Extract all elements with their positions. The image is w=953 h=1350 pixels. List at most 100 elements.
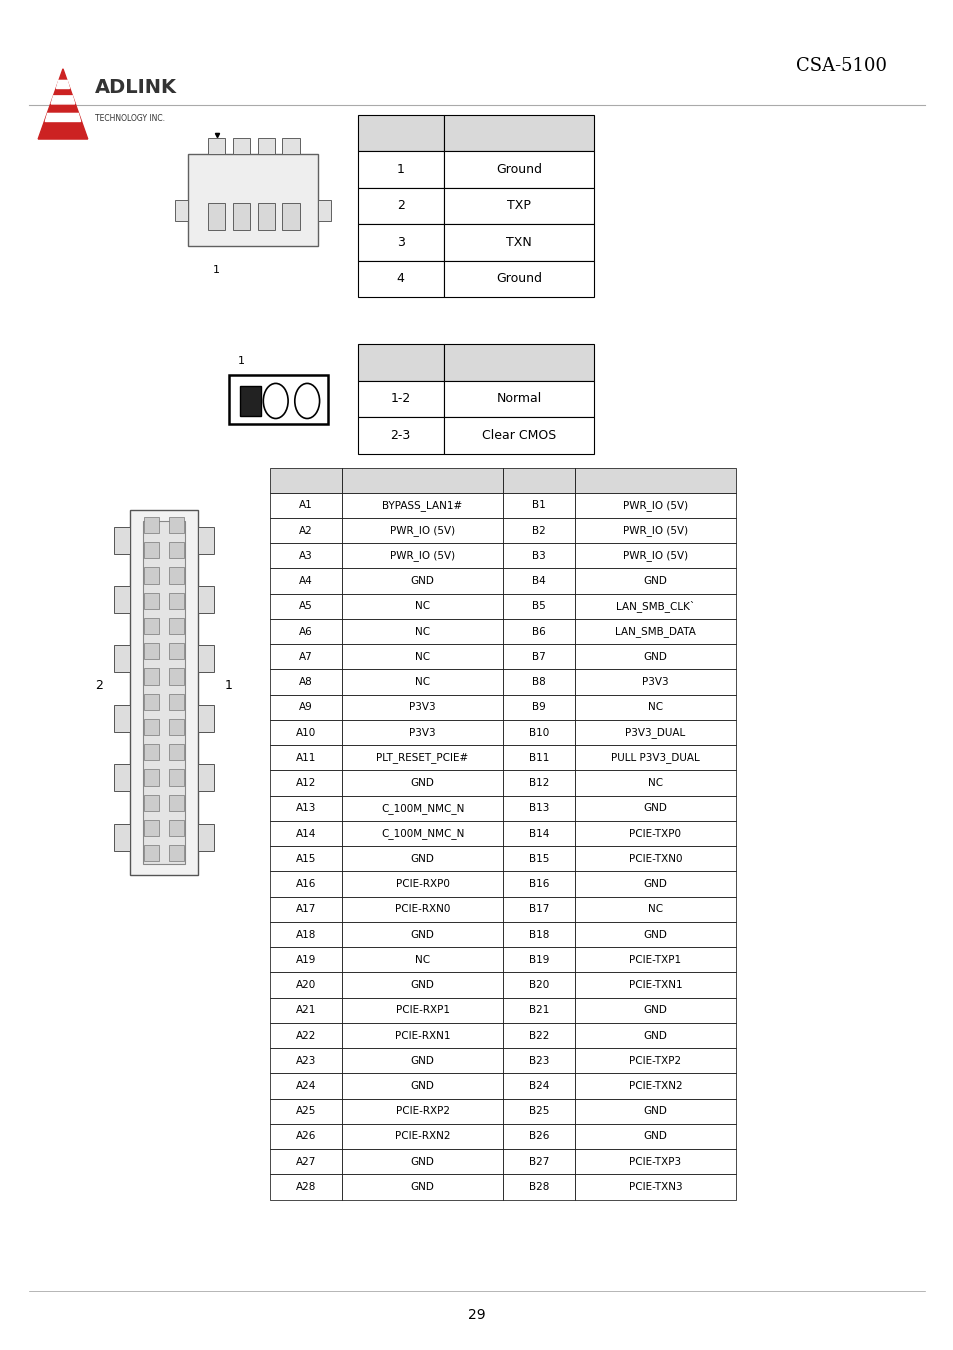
Text: GND: GND <box>642 930 667 940</box>
FancyBboxPatch shape <box>144 668 159 684</box>
FancyBboxPatch shape <box>198 705 213 732</box>
FancyBboxPatch shape <box>502 720 575 745</box>
Text: B24: B24 <box>528 1081 549 1091</box>
FancyBboxPatch shape <box>270 670 342 695</box>
FancyBboxPatch shape <box>188 154 317 246</box>
FancyBboxPatch shape <box>270 1023 342 1048</box>
FancyBboxPatch shape <box>575 745 735 771</box>
FancyBboxPatch shape <box>169 845 184 861</box>
Text: LAN_SMB_CLK`: LAN_SMB_CLK` <box>616 601 694 613</box>
Polygon shape <box>51 96 74 104</box>
FancyBboxPatch shape <box>342 695 502 720</box>
FancyBboxPatch shape <box>144 567 159 583</box>
FancyBboxPatch shape <box>229 375 328 424</box>
Text: 2: 2 <box>95 679 103 693</box>
Text: PCIE-TXP1: PCIE-TXP1 <box>629 954 680 965</box>
FancyBboxPatch shape <box>270 644 342 670</box>
FancyBboxPatch shape <box>270 594 342 618</box>
FancyBboxPatch shape <box>443 261 594 297</box>
FancyBboxPatch shape <box>169 744 184 760</box>
Text: A19: A19 <box>295 954 316 965</box>
FancyBboxPatch shape <box>130 510 198 875</box>
Circle shape <box>263 383 288 418</box>
Text: B7: B7 <box>532 652 545 662</box>
Text: A21: A21 <box>295 1006 316 1015</box>
Text: 2: 2 <box>396 200 404 212</box>
FancyBboxPatch shape <box>502 745 575 771</box>
FancyBboxPatch shape <box>342 922 502 948</box>
Text: B8: B8 <box>532 678 545 687</box>
Text: GND: GND <box>410 1056 435 1065</box>
FancyBboxPatch shape <box>575 846 735 872</box>
Text: P3V3: P3V3 <box>641 678 668 687</box>
FancyBboxPatch shape <box>443 381 594 417</box>
FancyBboxPatch shape <box>169 769 184 786</box>
FancyBboxPatch shape <box>169 643 184 659</box>
FancyBboxPatch shape <box>270 896 342 922</box>
FancyBboxPatch shape <box>233 138 250 154</box>
Text: 4: 4 <box>396 273 404 285</box>
Text: B6: B6 <box>532 626 545 637</box>
FancyBboxPatch shape <box>342 972 502 998</box>
FancyBboxPatch shape <box>270 1123 342 1149</box>
Text: A13: A13 <box>295 803 316 813</box>
Text: A28: A28 <box>295 1183 316 1192</box>
FancyBboxPatch shape <box>114 586 130 613</box>
FancyBboxPatch shape <box>342 543 502 568</box>
Text: A25: A25 <box>295 1106 316 1116</box>
FancyBboxPatch shape <box>502 872 575 896</box>
FancyBboxPatch shape <box>240 386 261 416</box>
Text: A17: A17 <box>295 904 316 914</box>
FancyBboxPatch shape <box>443 224 594 261</box>
FancyBboxPatch shape <box>342 518 502 543</box>
FancyBboxPatch shape <box>357 261 443 297</box>
FancyBboxPatch shape <box>342 644 502 670</box>
Text: PWR_IO (5V): PWR_IO (5V) <box>390 525 455 536</box>
FancyBboxPatch shape <box>443 417 594 454</box>
FancyBboxPatch shape <box>502 670 575 695</box>
FancyBboxPatch shape <box>502 1048 575 1073</box>
Text: 29: 29 <box>468 1308 485 1322</box>
FancyBboxPatch shape <box>270 618 342 644</box>
FancyBboxPatch shape <box>270 872 342 896</box>
FancyBboxPatch shape <box>317 200 331 221</box>
Text: GND: GND <box>410 778 435 788</box>
FancyBboxPatch shape <box>342 998 502 1023</box>
FancyBboxPatch shape <box>443 115 594 151</box>
FancyBboxPatch shape <box>169 718 184 734</box>
FancyBboxPatch shape <box>144 819 159 836</box>
Text: B21: B21 <box>528 1006 549 1015</box>
Text: B1: B1 <box>532 501 545 510</box>
FancyBboxPatch shape <box>198 645 213 672</box>
Text: GND: GND <box>410 930 435 940</box>
FancyBboxPatch shape <box>174 200 188 221</box>
Text: 1: 1 <box>396 163 404 176</box>
FancyBboxPatch shape <box>342 1149 502 1174</box>
Text: PCIE-TXP0: PCIE-TXP0 <box>629 829 680 838</box>
Text: C_100M_NMC_N: C_100M_NMC_N <box>380 828 464 838</box>
FancyBboxPatch shape <box>575 618 735 644</box>
FancyBboxPatch shape <box>144 795 159 811</box>
FancyBboxPatch shape <box>342 872 502 896</box>
FancyBboxPatch shape <box>502 896 575 922</box>
Text: GND: GND <box>410 1183 435 1192</box>
Text: 3: 3 <box>396 236 404 248</box>
FancyBboxPatch shape <box>502 846 575 872</box>
FancyBboxPatch shape <box>342 720 502 745</box>
Text: A10: A10 <box>295 728 316 737</box>
Text: A26: A26 <box>295 1131 316 1142</box>
FancyBboxPatch shape <box>143 521 185 864</box>
FancyBboxPatch shape <box>270 1073 342 1099</box>
Text: PCIE-TXN1: PCIE-TXN1 <box>628 980 681 990</box>
FancyBboxPatch shape <box>169 543 184 559</box>
Text: PCIE-RXN2: PCIE-RXN2 <box>395 1131 450 1142</box>
Text: A12: A12 <box>295 778 316 788</box>
Text: PCIE-RXP2: PCIE-RXP2 <box>395 1106 449 1116</box>
FancyBboxPatch shape <box>502 1149 575 1174</box>
FancyBboxPatch shape <box>342 493 502 518</box>
FancyBboxPatch shape <box>357 381 443 417</box>
Text: B11: B11 <box>528 753 549 763</box>
Text: A24: A24 <box>295 1081 316 1091</box>
FancyBboxPatch shape <box>502 1174 575 1200</box>
Text: NC: NC <box>647 702 662 713</box>
